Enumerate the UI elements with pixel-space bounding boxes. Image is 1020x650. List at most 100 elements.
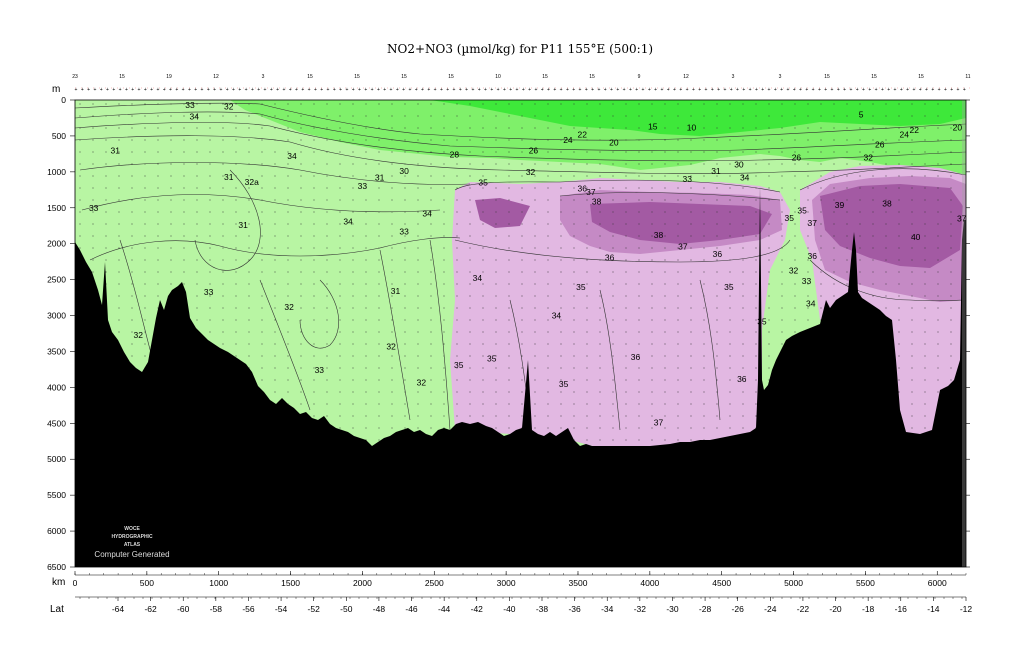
x-tick-label: 3500: [569, 578, 588, 588]
sample-dot: [924, 343, 926, 345]
sample-dot: [287, 391, 289, 393]
sample-dot: [430, 223, 432, 225]
sample-dot: [482, 187, 484, 189]
sample-dot: [274, 367, 276, 369]
sample-dot: [651, 283, 653, 285]
sample-dot: [313, 199, 315, 201]
sample-dot: [573, 235, 575, 237]
sample-dot: [378, 295, 380, 297]
sample-dot: [222, 199, 224, 201]
sample-dot: [430, 343, 432, 345]
sample-dot: [625, 127, 627, 129]
sample-dot: [339, 115, 341, 117]
sample-dot: [118, 259, 120, 261]
sample-dot: [339, 367, 341, 369]
sample-dot: [703, 163, 705, 165]
sample-dot: [742, 295, 744, 297]
sample-dot: [274, 211, 276, 213]
sample-dot: [456, 151, 458, 153]
sample-dot: [846, 235, 848, 237]
sample-dot: [300, 271, 302, 273]
sample-dot: [690, 199, 692, 201]
station-mark: +: [446, 87, 449, 93]
sample-dot: [144, 283, 146, 285]
sample-dot: [287, 343, 289, 345]
sample-dot: [443, 151, 445, 153]
sample-dot: [703, 403, 705, 405]
sample-dot: [911, 319, 913, 321]
sample-dot: [560, 295, 562, 297]
sample-dot: [287, 355, 289, 357]
sample-dot: [365, 391, 367, 393]
sample-dot: [404, 319, 406, 321]
sample-dot: [859, 271, 861, 273]
sample-dot: [677, 355, 679, 357]
sample-dot: [794, 151, 796, 153]
station-mark: +: [761, 87, 764, 93]
sample-dot: [326, 175, 328, 177]
sample-dot: [677, 331, 679, 333]
station-mark: +: [408, 87, 411, 93]
sample-dot: [937, 283, 939, 285]
station-mark: +: [497, 87, 500, 93]
sample-dot: [651, 295, 653, 297]
sample-dot: [365, 343, 367, 345]
station-mark: +: [812, 87, 815, 93]
sample-dot: [482, 355, 484, 357]
sample-dot: [625, 379, 627, 381]
sample-dot: [742, 379, 744, 381]
sample-dot: [248, 127, 250, 129]
sample-dot: [638, 235, 640, 237]
sample-dot: [391, 271, 393, 273]
sample-dot: [872, 259, 874, 261]
sample-dot: [768, 355, 770, 357]
sample-dot: [625, 235, 627, 237]
sample-dot: [599, 319, 601, 321]
sample-dot: [664, 427, 666, 429]
sample-dot: [547, 211, 549, 213]
sample-dot: [768, 127, 770, 129]
sample-dot: [508, 415, 510, 417]
sample-dot: [911, 415, 913, 417]
sample-dot: [313, 391, 315, 393]
station-mark: +: [194, 87, 197, 93]
lat-tick-label: -48: [373, 604, 386, 614]
sample-dot: [716, 199, 718, 201]
sample-dot: [443, 355, 445, 357]
sample-dot: [703, 379, 705, 381]
sample-dot: [391, 307, 393, 309]
station-mark: +: [648, 87, 651, 93]
sample-dot: [248, 139, 250, 141]
sample-dot: [352, 379, 354, 381]
sample-dot: [651, 151, 653, 153]
sample-dot: [365, 163, 367, 165]
sample-dot: [872, 163, 874, 165]
sample-dot: [950, 211, 952, 213]
sample-dot: [781, 139, 783, 141]
sample-dot: [144, 187, 146, 189]
sample-dot: [326, 151, 328, 153]
sample-dot: [716, 415, 718, 417]
sample-dot: [378, 247, 380, 249]
sample-dot: [313, 355, 315, 357]
sample-dot: [339, 343, 341, 345]
sample-dot: [625, 115, 627, 117]
sample-dot: [469, 175, 471, 177]
station-mark: +: [925, 87, 928, 93]
sample-dot: [456, 283, 458, 285]
sample-dot: [92, 247, 94, 249]
sample-dot: [612, 379, 614, 381]
sample-dot: [547, 307, 549, 309]
sample-dot: [911, 187, 913, 189]
sample-dot: [365, 415, 367, 417]
sample-dot: [339, 187, 341, 189]
sample-dot: [443, 223, 445, 225]
sample-dot: [274, 115, 276, 117]
sample-dot: [950, 367, 952, 369]
sample-dot: [664, 127, 666, 129]
station-label: 12: [683, 74, 689, 80]
sample-dot: [820, 163, 822, 165]
sample-dot: [677, 379, 679, 381]
sample-dot: [391, 127, 393, 129]
sample-dot: [352, 283, 354, 285]
